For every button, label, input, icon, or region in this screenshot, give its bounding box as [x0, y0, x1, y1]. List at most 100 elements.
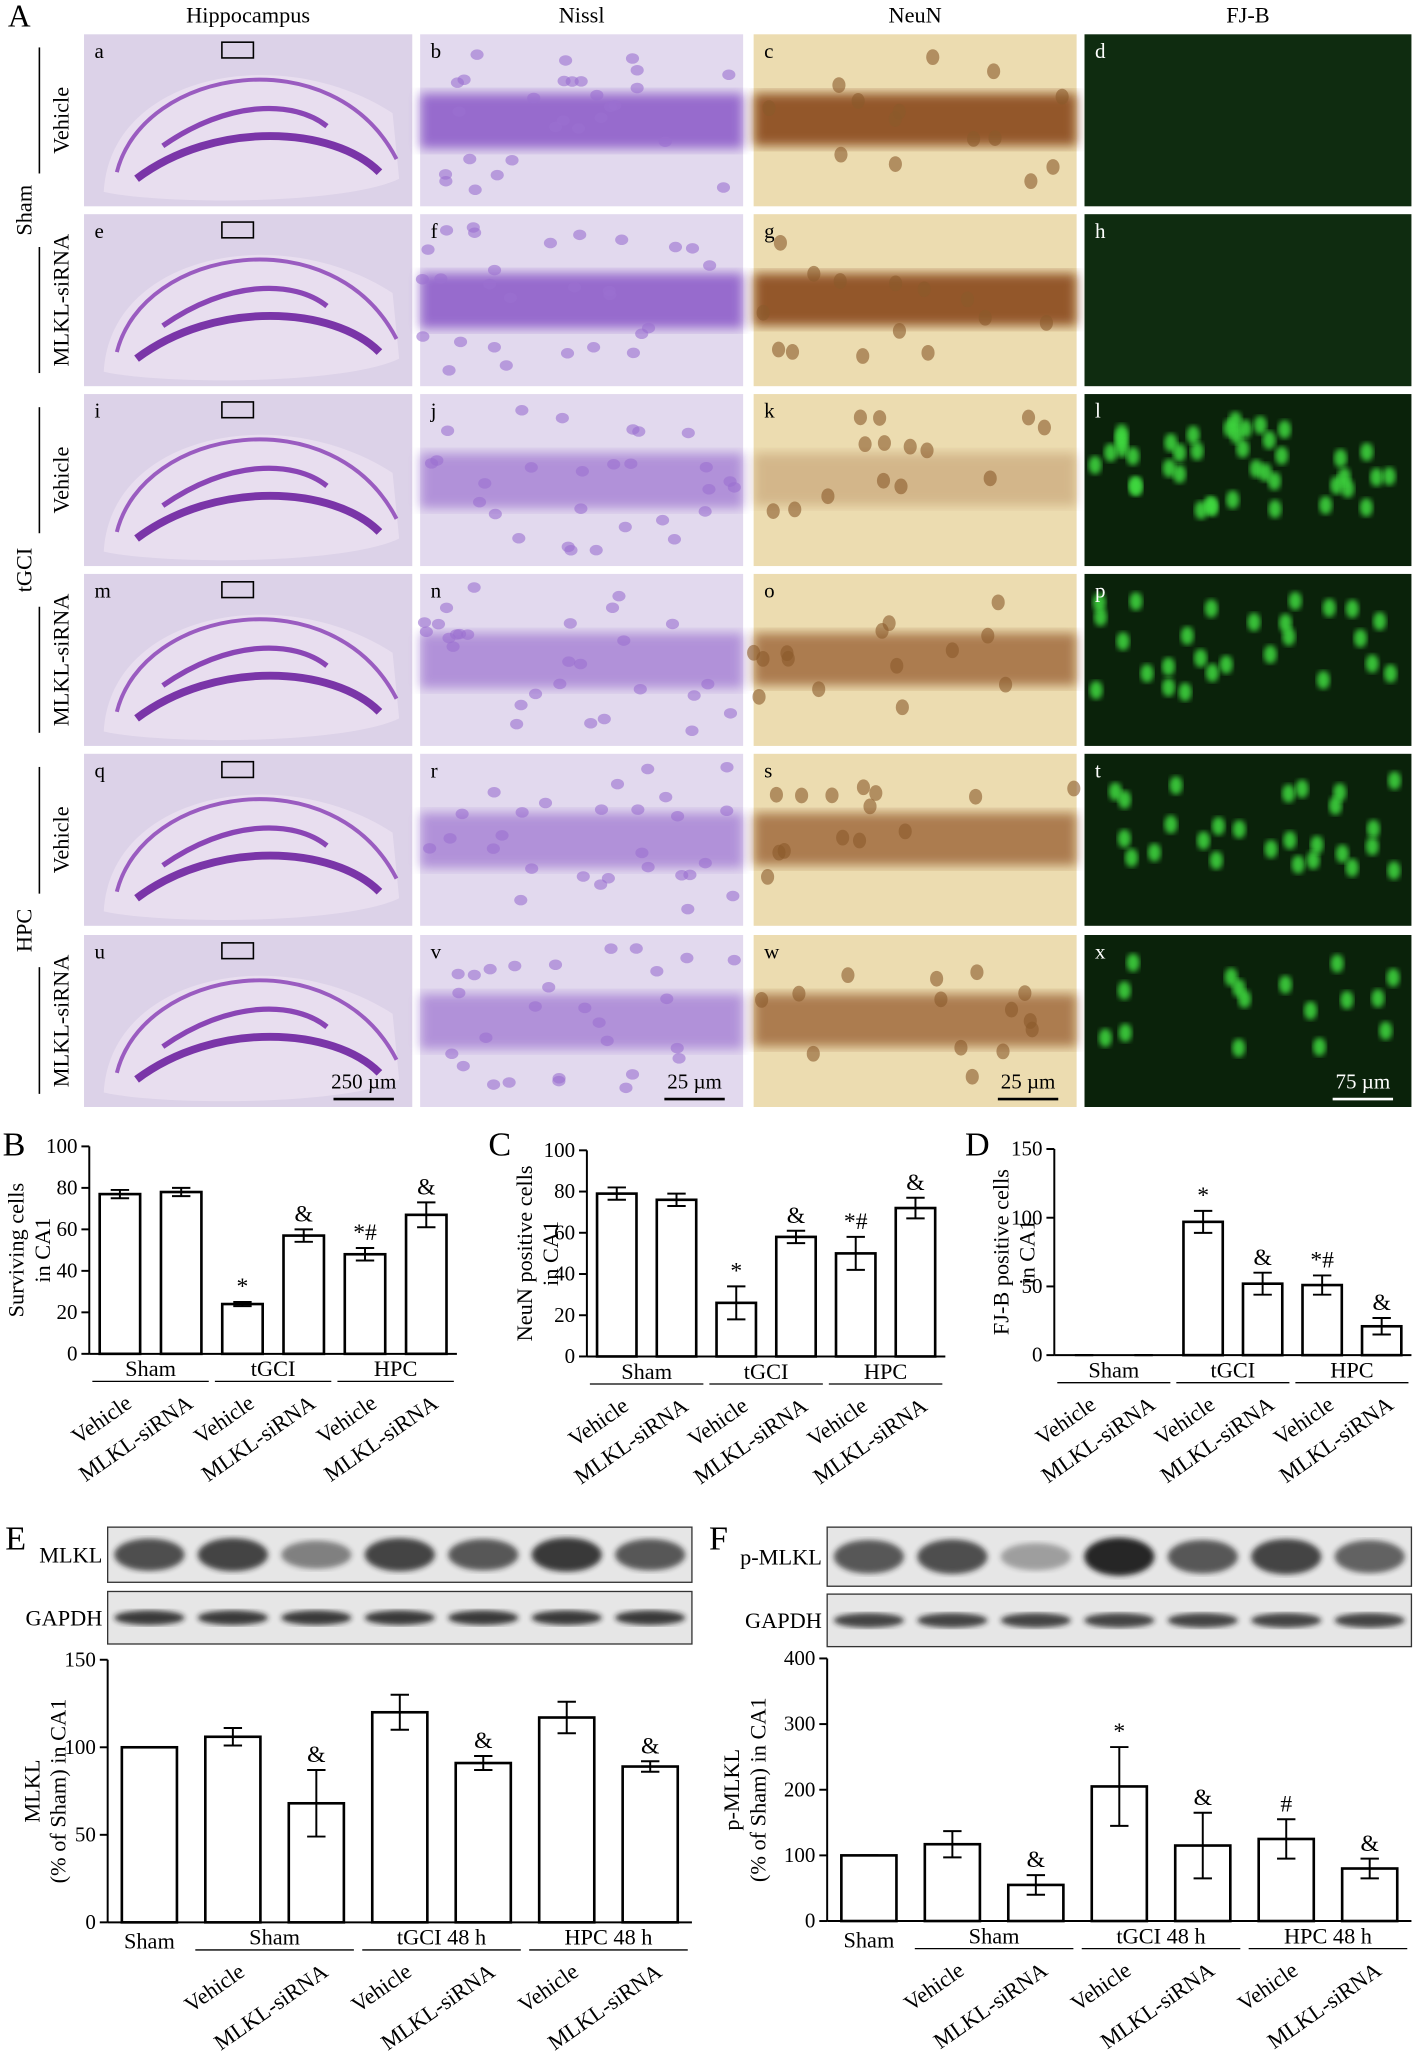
cell	[771, 341, 786, 358]
cell	[1037, 419, 1051, 436]
fjb-cell	[1194, 500, 1208, 520]
cell	[890, 657, 904, 674]
bar	[98, 1192, 142, 1356]
bar	[595, 1192, 638, 1358]
cell	[667, 534, 682, 545]
ca-layer	[114, 617, 399, 713]
cell-layer	[753, 812, 1077, 866]
cell	[443, 833, 457, 844]
cell	[723, 476, 737, 487]
x-group-label: tGCI 48 h	[397, 1925, 486, 1950]
column-header: Nissl	[559, 2, 605, 27]
cell	[617, 635, 631, 646]
y-tick-label: 20	[554, 1303, 575, 1327]
cell	[841, 967, 855, 984]
fjb-cell	[1353, 629, 1367, 648]
panel-letter: w	[764, 940, 780, 964]
roi-box	[221, 760, 255, 779]
y-axis-label: in CA1	[30, 1218, 55, 1283]
ca-layer	[114, 257, 399, 353]
panel-letter: g	[764, 219, 775, 243]
cell	[467, 969, 481, 981]
bar	[537, 1716, 596, 1924]
fjb-cell	[1379, 1021, 1393, 1040]
cell	[641, 322, 656, 334]
panel-letter: a	[95, 39, 105, 63]
blot-label: p-MLKL	[740, 1545, 822, 1570]
x-tick-label: Vehicle	[347, 1958, 416, 2017]
cell	[895, 699, 909, 716]
cell	[672, 1053, 686, 1064]
cell	[610, 778, 625, 790]
dg-layer	[134, 132, 383, 182]
cell	[440, 225, 454, 236]
cell	[415, 274, 429, 285]
cell	[920, 442, 934, 459]
cell-layer	[753, 453, 1077, 506]
fjb-cell	[1211, 816, 1226, 836]
cell	[508, 960, 522, 972]
blot-band	[448, 1610, 519, 1626]
blot-band	[364, 1610, 435, 1626]
y-tick-label: 200	[784, 1777, 815, 1801]
y-tick-label: 80	[56, 1175, 77, 1199]
y-tick-label: 60	[56, 1217, 77, 1241]
annotation: *	[730, 1258, 742, 1284]
y-tick-label: 80	[554, 1179, 575, 1203]
panel-letter: x	[1095, 940, 1106, 964]
fjb-cell	[1382, 467, 1396, 486]
annotation: *	[1113, 1719, 1125, 1745]
bar	[840, 1854, 898, 1923]
fjb-cell	[1295, 779, 1309, 799]
blot-band	[448, 1538, 519, 1571]
cell	[463, 153, 477, 165]
cell	[576, 871, 590, 882]
blot-label: GAPDH	[26, 1606, 103, 1631]
panel-letter: r	[431, 758, 438, 782]
scale-bar-label: 250 µm	[331, 1070, 396, 1094]
cell	[468, 184, 482, 196]
micrograph	[1084, 573, 1412, 746]
cell	[1039, 315, 1053, 331]
fjb-cell	[1371, 989, 1385, 1008]
cell	[525, 863, 539, 874]
panel-label: F	[709, 1520, 728, 1557]
panel-letter: s	[764, 758, 772, 782]
cell	[996, 1043, 1010, 1060]
fjb-cell	[1162, 678, 1176, 697]
y-tick-label: 100	[64, 1735, 96, 1759]
bar	[834, 1252, 877, 1358]
micrograph	[84, 573, 413, 746]
cell	[970, 964, 984, 981]
micrograph	[417, 573, 744, 746]
blot-band	[281, 1610, 352, 1626]
y-tick-label: 50	[75, 1822, 96, 1846]
cell	[487, 264, 502, 276]
cell	[467, 582, 481, 593]
cell	[856, 779, 871, 796]
cell	[888, 156, 902, 172]
annotation: &	[295, 1201, 313, 1227]
blot-band	[281, 1540, 352, 1569]
micrograph	[1084, 394, 1412, 567]
cell	[486, 843, 500, 854]
cell	[668, 241, 683, 253]
annotation: &	[1027, 1847, 1045, 1873]
panel-letter: p	[1095, 579, 1106, 603]
fjb-cell	[1369, 468, 1384, 487]
cell	[594, 879, 608, 890]
annotation: *	[1197, 1183, 1209, 1209]
cell	[490, 169, 504, 181]
panel-letter: e	[95, 219, 104, 243]
y-tick-label: 150	[64, 1647, 96, 1671]
fjb-cell	[1373, 612, 1387, 631]
annotation: &	[1361, 1831, 1379, 1857]
cell	[873, 410, 887, 426]
fjb-cell	[1310, 835, 1324, 855]
y-axis-label: FJ-B positive cells	[988, 1169, 1013, 1335]
panel-label: B	[3, 1127, 26, 1164]
x-group-label: Sham	[249, 1925, 300, 1950]
annotation: &	[641, 1733, 659, 1759]
blot-band	[917, 1613, 988, 1628]
bar	[894, 1206, 937, 1358]
